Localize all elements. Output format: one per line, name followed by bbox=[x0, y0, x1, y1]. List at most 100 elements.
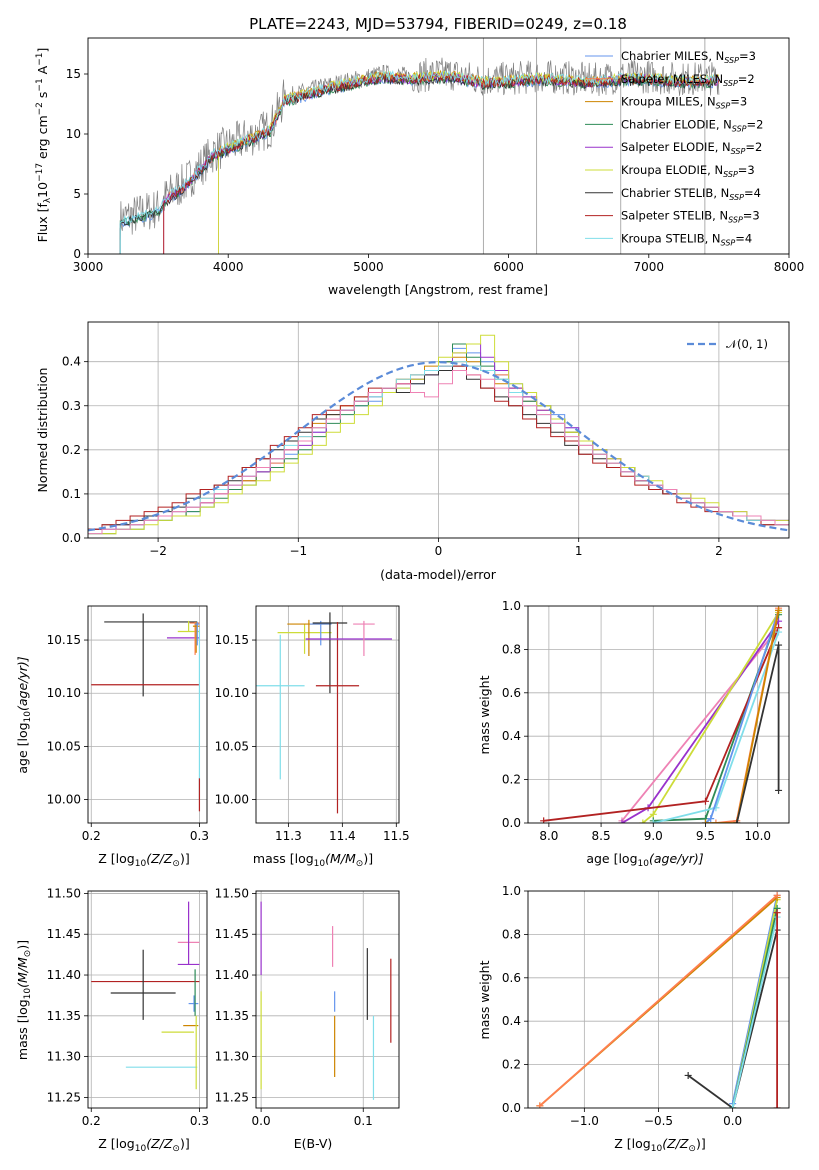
residuals-axes: −2 −1 0 1 2 0.0 0.1 0.2 0.3 0.4 𝒩(0, 1) bbox=[62, 321, 790, 558]
mass_vs_ebv-axes: 0.0 0.1 11.25 11.30 11.35 11.40 11.45 11.50 bbox=[215, 886, 400, 1128]
series-line bbox=[731, 916, 778, 1108]
series-marker bbox=[707, 815, 715, 823]
series-marker bbox=[775, 606, 783, 614]
legend-entry: Salpeter MILES, NSSP=2 bbox=[621, 72, 755, 88]
massweight_vs_age-ytick-label: 0.4 bbox=[502, 729, 521, 743]
massweight_vs_z-ytick-label: 0.2 bbox=[502, 1058, 521, 1072]
series-marker bbox=[773, 1104, 781, 1108]
residuals-ylabel: Normed distribution bbox=[35, 368, 50, 493]
mass_vs_z-frame bbox=[87, 890, 208, 1109]
series-marker bbox=[701, 797, 709, 805]
mass_vs_ebv-ytick-label: 11.40 bbox=[215, 968, 249, 982]
mass_vs_ebv-xtick-label: 0.0 bbox=[252, 1114, 271, 1128]
mass_vs_ebv-xtick-label: 0.1 bbox=[354, 1114, 373, 1128]
massweight_vs_z-plot-area bbox=[528, 891, 789, 1108]
spectrum-observed-line bbox=[119, 57, 720, 241]
mass_vs_z-ytick-label: 11.40 bbox=[47, 968, 81, 982]
age_vs_z-frame bbox=[87, 605, 208, 824]
series-marker bbox=[649, 810, 657, 818]
massweight_vs_z-ytick-label: 0.8 bbox=[502, 927, 521, 941]
normal-legend-label: 𝒩(0, 1) bbox=[726, 337, 768, 351]
spectrum-model-salpeter_stelib bbox=[163, 71, 720, 254]
residuals-xtick-label: −1 bbox=[289, 544, 307, 558]
legend-entry: Salpeter STELIB, NSSP=3 bbox=[621, 209, 760, 225]
residuals-ytick-label: 0.1 bbox=[62, 487, 81, 501]
mass-ebv-xlabel: E(B-V) bbox=[294, 1136, 333, 1151]
legend-entry: Chabrier MILES, NSSP=3 bbox=[621, 49, 756, 65]
normal-curve bbox=[88, 360, 789, 532]
series-marker bbox=[536, 1102, 544, 1108]
residuals-xlabel: (data-model)/error bbox=[380, 567, 497, 582]
age_vs_mass-ytick-label: 10.05 bbox=[215, 739, 249, 753]
series-marker bbox=[729, 1104, 737, 1108]
residuals-ytick-label: 0.0 bbox=[62, 531, 81, 545]
age_vs_mass-frame bbox=[255, 605, 400, 824]
series-marker bbox=[775, 641, 783, 649]
mass_vs_z-background bbox=[88, 891, 207, 1108]
age_vs_z-ytick-label: 10.05 bbox=[47, 739, 81, 753]
age_vs_mass-axes: 11.3 11.4 11.5 10.00 10.05 10.10 10.15 bbox=[215, 605, 410, 843]
massweight_vs_age-xtick-label: 8.0 bbox=[539, 829, 558, 843]
age_vs_z-ytick-label: 10.00 bbox=[47, 793, 81, 807]
age_vs_z-axes: 0.2 0.3 10.00 10.05 10.10 10.15 bbox=[47, 605, 209, 843]
massweight_vs_z-ytick-label: 0.4 bbox=[502, 1014, 521, 1028]
series-line bbox=[539, 894, 778, 1107]
errorbar-chabrier_stelib bbox=[110, 949, 176, 1020]
errorbar-chabrier_miles bbox=[188, 995, 199, 1012]
mass_vs_z-ytick-label: 11.30 bbox=[47, 1050, 81, 1064]
mass_vs_ebv-ytick-label: 11.30 bbox=[215, 1050, 249, 1064]
massweight_vs_z-ytick-label: 0.0 bbox=[502, 1101, 521, 1115]
spectrum-xtick-label: 3000 bbox=[73, 260, 104, 274]
massweight_vs_age-ytick-label: 1.0 bbox=[502, 599, 521, 613]
residuals-xtick-label: 2 bbox=[715, 544, 723, 558]
mass_vs_z-ytick-label: 11.25 bbox=[47, 1090, 81, 1104]
residuals-ytick-label: 0.3 bbox=[62, 399, 81, 413]
series-line bbox=[687, 929, 778, 1108]
spectrum-xtick-label: 5000 bbox=[353, 260, 384, 274]
series-marker bbox=[775, 628, 783, 636]
age_vs_mass-ytick-label: 10.10 bbox=[215, 686, 249, 700]
errorbar-chabrier_miles bbox=[195, 621, 200, 646]
massweight_vs_z-ytick-label: 0.6 bbox=[502, 971, 521, 985]
age-z-xlabel: Z [log10(Z/Z⊙)] bbox=[98, 851, 189, 869]
series-marker bbox=[639, 819, 647, 823]
legend-entry: Kroupa ELODIE, NSSP=3 bbox=[621, 163, 755, 179]
series-salpeter_stelib bbox=[773, 909, 781, 1108]
residuals-frame bbox=[87, 321, 790, 539]
spectrum-legend: Chabrier MILES, NSSP=3 Salpeter MILES, NS… bbox=[585, 49, 763, 247]
massweight_vs_age-ytick-label: 0.6 bbox=[502, 686, 521, 700]
mass_vs_ebv-ytick-label: 11.50 bbox=[215, 886, 249, 900]
age-mass-xlabel: mass [log10(M/M⊙)] bbox=[253, 851, 373, 869]
massweight_vs_age-xtick-label: 9.5 bbox=[696, 829, 715, 843]
massweight_vs_z-ytick-label: 1.0 bbox=[502, 884, 521, 898]
errorbar-kroupa_miles bbox=[192, 621, 200, 653]
errorbar-chabrier_stelib bbox=[104, 613, 198, 697]
age_vs_z-ytick-label: 10.15 bbox=[47, 633, 81, 647]
errorbar-salpeter_elodie bbox=[177, 901, 200, 966]
series-line bbox=[731, 895, 778, 1104]
residuals-xtick-label: −2 bbox=[149, 544, 167, 558]
errorbar-kroupa_elodie bbox=[277, 624, 332, 654]
massweight_vs_age-axes: 8.0 8.5 9.0 9.5 10.0 0.0 0.2 0.4 0.6 0.8 1.0 bbox=[502, 599, 790, 843]
spectrum-ytick-label: 10 bbox=[66, 127, 81, 141]
mw-z-ylabel: mass weight bbox=[477, 960, 492, 1039]
massweight_vs_z-xtick-label: 0.0 bbox=[723, 1114, 742, 1128]
age_vs_z-xtick-label: 0.2 bbox=[82, 829, 101, 843]
age_vs_mass-ytick-label: 10.15 bbox=[215, 633, 249, 647]
massweight_vs_age-xtick-label: 9.0 bbox=[644, 829, 663, 843]
series-marker bbox=[775, 786, 783, 794]
age_vs_z-ytick-label: 10.10 bbox=[47, 686, 81, 700]
spectrum-ytick-label: 0 bbox=[73, 247, 81, 261]
legend-entry: Chabrier STELIB, NSSP=4 bbox=[621, 186, 761, 202]
mw-z-xlabel: Z [log10(Z/Z⊙)] bbox=[614, 1136, 705, 1154]
mass_vs_ebv-ytick-label: 11.25 bbox=[215, 1090, 249, 1104]
spectrum-axes: 3000 4000 5000 6000 7000 8000 0 5 10 15 Chabrier M… bbox=[66, 37, 804, 274]
series-marker bbox=[712, 819, 720, 823]
spectrum-ylabel: Flux [fλ10−17 erg cm−2 s−1 A−1] bbox=[35, 48, 53, 243]
age_vs_mass-xtick-label: 11.4 bbox=[329, 829, 356, 843]
mass-z-ylabel: mass [log10(M/M⊙)] bbox=[15, 940, 33, 1060]
massweight_vs_z-axes: −1.0 −0.5 0.0 0.0 0.2 0.4 0.6 0.8 1.0 bbox=[502, 884, 790, 1128]
age_vs_z-background bbox=[88, 606, 207, 823]
mass_vs_ebv-plot-area bbox=[256, 891, 399, 1108]
